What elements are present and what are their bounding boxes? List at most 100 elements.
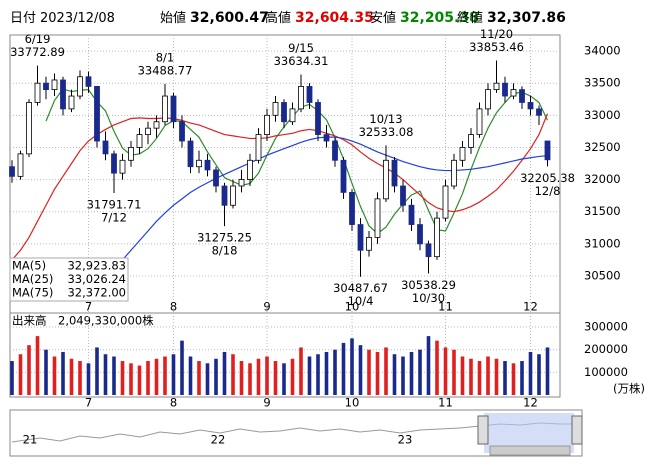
header-value: 32,604.35 <box>295 10 374 26</box>
candle-body <box>247 159 253 180</box>
candle-body <box>34 82 41 103</box>
candle-body <box>502 82 508 97</box>
annotation-value: 33488.77 <box>138 63 193 77</box>
volume-bar <box>256 358 261 395</box>
legend-name: MA(5) <box>12 259 46 273</box>
header-label: 始値 <box>160 10 186 26</box>
legend <box>9 257 129 302</box>
candle-body <box>468 134 474 148</box>
volume-bar <box>316 354 320 395</box>
candle-body <box>204 159 211 171</box>
candle-body <box>442 185 449 219</box>
candle-body <box>306 86 313 103</box>
candle-body <box>485 89 491 110</box>
candle-body <box>60 79 66 110</box>
candle-body <box>170 95 177 123</box>
navigator-handle-right[interactable] <box>571 415 583 445</box>
volume-bar <box>273 361 278 395</box>
candle-body <box>94 86 100 142</box>
legend-name: MA(25) <box>12 272 53 286</box>
candle-body <box>43 82 49 91</box>
x-tick-label: 7 <box>85 300 92 314</box>
navigator-scrollbar[interactable] <box>489 445 571 456</box>
candle-body <box>366 236 372 251</box>
candle-body <box>153 121 160 129</box>
candle-body <box>102 140 109 155</box>
volume-bar <box>239 361 244 395</box>
volume-bar <box>146 361 150 395</box>
candle-body <box>213 169 219 187</box>
volume-bar <box>469 358 473 395</box>
candle-body <box>536 108 542 116</box>
y-tick-label: 300000 <box>584 320 628 334</box>
candle-body <box>374 198 381 238</box>
header-item: 安値 32,205.38 <box>370 10 479 27</box>
volume-bar <box>375 351 380 395</box>
candle-body <box>451 159 457 187</box>
volume-bar <box>401 356 405 395</box>
x-tick-label: 9 <box>263 396 270 410</box>
volume-bar <box>222 351 227 395</box>
x-tick-label: 8 <box>170 396 177 410</box>
legend-value: 32,923.83 <box>67 259 126 273</box>
annotation-value: 31791.71 <box>87 197 142 211</box>
candle-body <box>119 159 126 174</box>
navigator-label: 23 <box>398 433 413 447</box>
volume-bar <box>452 349 456 395</box>
header-value: 32,307.86 <box>487 10 566 26</box>
y-tick-label: 34000 <box>584 44 621 58</box>
y-tick-label: 200000 <box>584 342 628 356</box>
x-tick-label: 11 <box>438 300 453 314</box>
candle-body <box>434 217 440 258</box>
volume-bar <box>282 363 286 395</box>
volume-bar <box>231 354 235 395</box>
header-item: 終値 32,307.86 <box>457 10 566 27</box>
candle-body <box>145 127 151 135</box>
volume-bar <box>44 349 48 395</box>
candle-body <box>408 204 415 225</box>
volume-total: 2,049,330,000株 <box>58 314 154 328</box>
candle-body <box>323 134 330 142</box>
candle-body <box>510 89 517 97</box>
legend-value: 32,372.00 <box>67 286 126 300</box>
candle-body <box>527 102 534 110</box>
y-tick-label: 32500 <box>584 140 621 154</box>
volume-bar <box>197 361 201 395</box>
header-label: 終値 <box>457 10 483 26</box>
navigator-label: 22 <box>211 433 226 447</box>
candle-body <box>85 76 92 87</box>
annotation-date: 8/1 <box>156 50 175 64</box>
volume-bar <box>307 356 312 395</box>
volume-bar <box>333 349 337 395</box>
candle-body <box>289 108 296 123</box>
navigator-label: 21 <box>23 433 38 447</box>
volume-bar <box>103 354 108 395</box>
candle-body <box>26 102 32 155</box>
x-tick-label: 12 <box>523 396 538 410</box>
annotation-date: 10/30 <box>412 291 445 305</box>
candle-body <box>425 243 432 258</box>
volume-bar <box>435 340 439 395</box>
candle-body <box>77 76 83 97</box>
header-label: 安値 <box>370 10 396 26</box>
candle-body <box>187 140 194 168</box>
volume-bar <box>154 358 159 395</box>
x-tick-label: 12 <box>523 300 538 314</box>
candle-body <box>136 134 143 148</box>
navigator-handle-left[interactable] <box>477 415 489 445</box>
volume-bar <box>265 356 269 395</box>
volume-bar <box>460 356 465 395</box>
volume-bar <box>486 356 490 395</box>
volume-bar <box>35 336 40 395</box>
annotation-date: 9/15 <box>288 41 314 55</box>
annotation-value: 32533.08 <box>359 125 414 139</box>
candle-body <box>544 140 551 161</box>
annotation-date: 12/8 <box>535 184 561 198</box>
candle-body <box>476 108 483 135</box>
candle-body <box>298 86 304 110</box>
candle-body <box>357 224 364 251</box>
candle-body <box>281 102 287 123</box>
y-tick-label: 31000 <box>584 236 621 250</box>
volume-bar <box>299 347 303 395</box>
candle-body <box>162 95 168 123</box>
